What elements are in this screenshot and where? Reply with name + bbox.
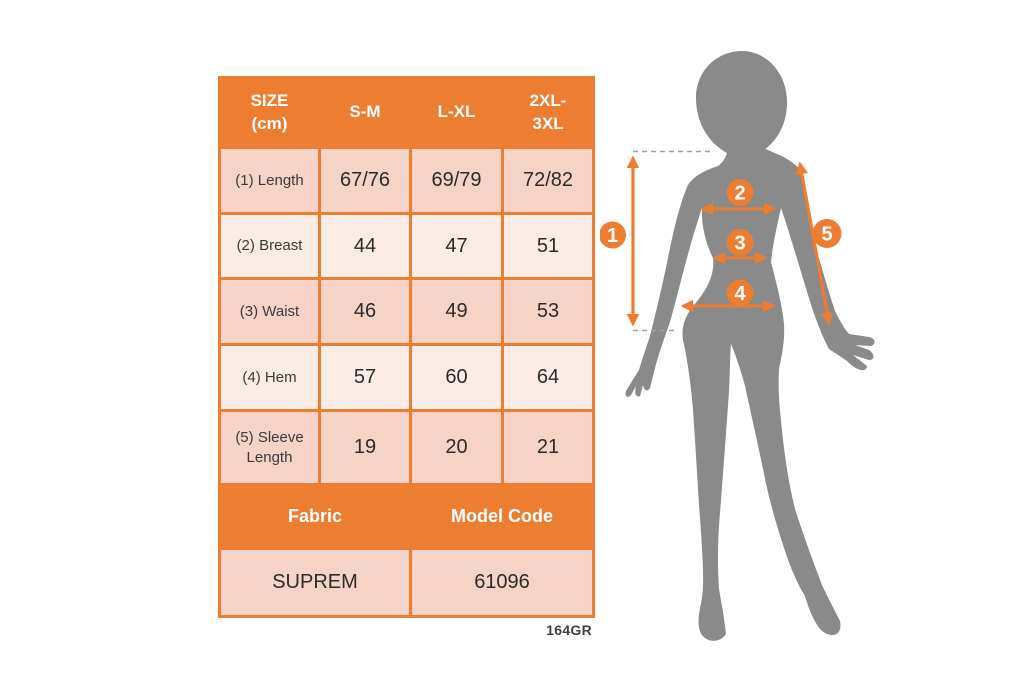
measurement-value-cell: 20: [409, 409, 504, 486]
size-table-header-row: SIZE (cm) S-M L-XL 2XL-3XL: [218, 76, 595, 149]
measurement-value-cell: 21: [501, 409, 595, 486]
marker-number-1: 1: [607, 225, 618, 247]
marker-circle-1: [600, 221, 626, 249]
measurement-label-cell: (3) Waist: [218, 277, 321, 346]
table-row-breast: (2) Breast 44 47 51: [218, 212, 595, 280]
measurement-value-cell: 53: [501, 277, 595, 346]
size-table-container: SIZE (cm) S-M L-XL 2XL-3XL (1) Length 67…: [218, 76, 595, 618]
header-lxl-label: L-XL: [437, 102, 476, 122]
body-silhouette: [625, 143, 875, 641]
measurement-value-cell: 69/79: [409, 146, 504, 215]
measurement-label-cell: (5) Sleeve Length: [218, 409, 321, 486]
measurement-value-cell: 47: [409, 212, 504, 280]
measurement-label-cell: (2) Breast: [218, 212, 321, 280]
marker-circle-2: [726, 179, 754, 206]
measurement-value-cell: 46: [318, 277, 412, 346]
marker-number-2: 2: [734, 183, 745, 205]
header-sm-label: S-M: [349, 102, 381, 122]
marker-number-5: 5: [821, 224, 832, 246]
header-cell-2xl3xl: 2XL-3XL: [501, 76, 595, 149]
marker-circle-5: [812, 219, 842, 248]
table-row-length: (1) Length 67/76 69/79 72/82: [218, 146, 595, 215]
weight-note: 164GR: [546, 622, 592, 638]
measurement-value-cell: 19: [318, 409, 412, 486]
measurement-value-cell: 72/82: [501, 146, 595, 215]
header-cell-lxl: L-XL: [409, 76, 504, 149]
measurement-label-cell: (1) Length: [218, 146, 321, 215]
measure-arrow-sleeve: [795, 161, 834, 326]
marker-number-4: 4: [734, 283, 746, 305]
measurement-diagram: 1 2 3 4 5: [600, 51, 875, 641]
fabric-value-cell: SUPREM: [218, 547, 412, 618]
marker-circle-4: [726, 279, 754, 307]
table-row-waist: (3) Waist 46 49 53: [218, 277, 595, 346]
measurement-label-cell: (4) Hem: [218, 343, 321, 412]
fabric-header-cell: Fabric: [218, 483, 412, 550]
measurement-value-cell: 67/76: [318, 146, 412, 215]
header-cell-size: SIZE (cm): [218, 76, 321, 149]
marker-circle-3: [726, 229, 754, 256]
header-cell-sm: S-M: [318, 76, 412, 149]
table-footer-value-row: SUPREM 61096: [218, 547, 595, 618]
table-row-hem: (4) Hem 57 60 64: [218, 343, 595, 412]
model-code-header-cell: Model Code: [409, 483, 595, 550]
header-size-label: SIZE (cm): [250, 91, 289, 133]
header-2xl3xl-label: 2XL-3XL: [529, 91, 567, 133]
table-row-sleeve-length: (5) Sleeve Length 19 20 21: [218, 409, 595, 486]
model-code-value-cell: 61096: [409, 547, 595, 618]
measurement-value-cell: 60: [409, 343, 504, 412]
size-table: SIZE (cm) S-M L-XL 2XL-3XL (1) Length 67…: [218, 76, 595, 618]
measurement-value-cell: 64: [501, 343, 595, 412]
measurement-value-cell: 57: [318, 343, 412, 412]
marker-number-3: 3: [734, 233, 745, 255]
table-footer-header-row: Fabric Model Code: [218, 483, 595, 550]
measurement-value-cell: 51: [501, 212, 595, 280]
body-silhouette-head: [695, 51, 788, 159]
measurement-value-cell: 44: [318, 212, 412, 280]
measurement-value-cell: 49: [409, 277, 504, 346]
